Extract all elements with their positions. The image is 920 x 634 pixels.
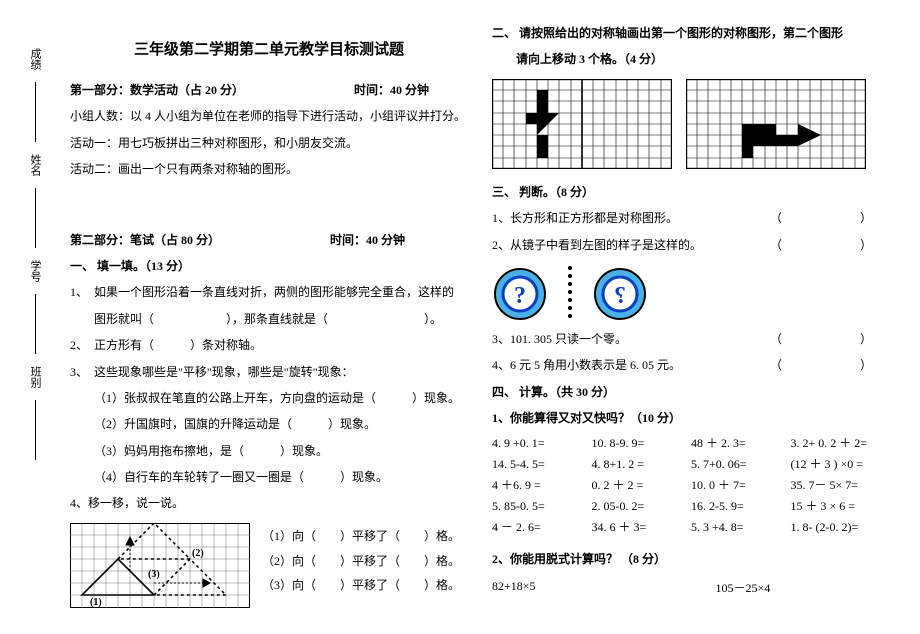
spacer xyxy=(70,183,468,205)
calc-col: 48 ＋ 2. 3= 5. 7+0. 06= 10. 0 ＋ 7= 16. 2-… xyxy=(691,432,791,540)
exam-page: 成绩 姓名 学号 班别 三年级第二学期第二单元教学目标测试题 第一部分：数学活动… xyxy=(0,0,920,634)
q1a: 1、 如果一个图形沿着一条直线对折，两侧的图形能够完全重合，这样的 xyxy=(70,282,468,302)
calc-cell: 5. 85-0. 5= xyxy=(492,497,592,516)
calc2-row: 82+18×5 105－25×4 xyxy=(492,579,890,596)
section1-head: 一、 填一填。（13 分） xyxy=(70,256,468,276)
question-mark-circle-left: ? xyxy=(492,266,548,322)
calc1-head: 1、你能算得又对又快吗？（10 分） xyxy=(492,408,890,428)
calc-cell: 15 ＋ 3 × 6 = xyxy=(791,497,891,516)
spine-label: 姓名 xyxy=(27,154,43,176)
q3-sub: （1）张叔叔在笔直的公路上开车，方向盘的运动是（ ）现象。 xyxy=(70,388,468,408)
calc-cell: 4 － 2. 6= xyxy=(492,518,592,537)
calc-cell: 35. 7－ 5× 7= xyxy=(791,476,891,495)
symmetry-grid-1 xyxy=(492,79,672,169)
calc-cell: 5. 3 +4. 8= xyxy=(691,518,791,537)
q3-sub: （3）妈妈用拖布擦地，是（ ）现象。 xyxy=(70,441,468,461)
calc-col: 10. 8-9. 9= 4. 8+1. 2 = 0. 2 ＋ 2 = 2. 05… xyxy=(592,432,692,540)
judge-text: 2、从镜子中看到左图的样子是这样的。 xyxy=(492,235,702,255)
judge-blank: （ ） xyxy=(770,208,890,228)
calc-cell: 2. 05-0. 2= xyxy=(592,497,692,516)
calc2-expr: 105－25×4 xyxy=(716,579,771,596)
content-columns: 三年级第二学期第二单元教学目标测试题 第一部分：数学活动（占 20 分） 时间：… xyxy=(70,0,920,634)
spine-line xyxy=(35,82,36,142)
spine-line xyxy=(35,294,36,354)
judge-blank: （ ） xyxy=(770,329,890,349)
svg-text:(2): (2) xyxy=(192,548,204,559)
spacer xyxy=(70,205,468,227)
mirror-line-icon xyxy=(566,264,574,324)
judge-blank: （ ） xyxy=(770,235,890,255)
q4-answers: （1）向（ ）平移了（ ）格。 （2）向（ ）平移了（ ）格。 （3）向（ ）平… xyxy=(262,523,460,599)
calc-cell: 14. 5-4. 5= xyxy=(492,455,592,474)
section3-head: 三、 判断。（8 分） xyxy=(492,182,890,202)
calc2-expr: 82+18×5 xyxy=(492,579,536,596)
q4: 4、移一移，说一说。 xyxy=(70,493,468,513)
calc-col: 4. 9 +0. 1= 14. 5-4. 5= 4 ＋6. 9 = 5. 85-… xyxy=(492,432,592,540)
right-column: 二、 请按照给出的对称轴画出第一个图形的对称图形，第二个图形 请向上移动 3 个… xyxy=(492,20,890,614)
part2-time: 时间：40 分钟 xyxy=(330,230,405,250)
q4-line: （2）向（ ）平移了（ ）格。 xyxy=(262,550,460,573)
calc-cell: 4. 9 +0. 1= xyxy=(492,434,592,453)
judge-blank: （ ） xyxy=(770,355,890,375)
spine-line xyxy=(35,400,36,460)
svg-text:(1): (1) xyxy=(90,597,102,608)
binding-spine: 成绩 姓名 学号 班别 xyxy=(0,0,70,634)
calc-col: 3. 2+ 0. 2 ＋ 2= (12 ＋ 3 ) ×0 = 35. 7－ 5×… xyxy=(791,432,891,540)
part1-header: 第一部分：数学活动（占 20 分） 时间：40 分钟 xyxy=(70,80,468,100)
left-column: 三年级第二学期第二单元教学目标测试题 第一部分：数学活动（占 20 分） 时间：… xyxy=(70,20,468,614)
svg-text:?: ? xyxy=(514,283,526,309)
q2: 2、 正方形有（ ）条对称轴。 xyxy=(70,335,468,355)
calc-cell: 3. 2+ 0. 2 ＋ 2= xyxy=(791,434,891,453)
judge-text: 1、长方形和正方形都是对称图形。 xyxy=(492,208,678,228)
part1-time: 时间：40 分钟 xyxy=(354,80,429,100)
section4-head: 四、 计算。（共 30 分） xyxy=(492,382,890,402)
q1b: 图形就叫（ ），那条直线就是（ ）。 xyxy=(70,309,468,329)
q4-line: （1）向（ ）平移了（ ）格。 xyxy=(262,525,460,548)
calc2-head: 2、你能用脱式计算吗？ （8 分） xyxy=(492,549,890,569)
translation-grid-figure: (1) (2) (3) xyxy=(70,523,250,608)
calc-cell: 48 ＋ 2. 3= xyxy=(691,434,791,453)
calc-cell: 34. 6 ＋ 3= xyxy=(592,518,692,537)
part1-line: 活动一：用七巧板拼出三种对称图形，和小朋友交流。 xyxy=(70,133,468,153)
svg-text:(3): (3) xyxy=(148,569,160,580)
q3-sub: （2）升国旗时，国旗的升降运动是（ ）现象。 xyxy=(70,414,468,434)
calc-cell: 4 ＋6. 9 = xyxy=(492,476,592,495)
spine-line xyxy=(35,188,36,248)
spine-label: 班别 xyxy=(27,366,43,388)
section2-head-b: 请向上移动 3 个格。（4 分） xyxy=(492,49,890,69)
judge-3: 3、101. 305 只读一个零。 （ ） xyxy=(492,329,890,349)
svg-text:?: ? xyxy=(614,283,626,309)
question-mark-circle-right: ? xyxy=(592,266,648,322)
spine-label: 学号 xyxy=(27,260,43,282)
judge-text: 4、6 元 5 角用小数表示是 6. 05 元。 xyxy=(492,355,681,375)
judge-text: 3、101. 305 只读一个零。 xyxy=(492,329,627,349)
section2-head: 二、 请按照给出的对称轴画出第一个图形的对称图形，第二个图形 xyxy=(492,23,890,43)
calc-cell: 10. 0 ＋ 7= xyxy=(691,476,791,495)
part2-head: 第二部分：笔试（占 80 分） xyxy=(70,230,220,250)
judge-1: 1、长方形和正方形都是对称图形。 （ ） xyxy=(492,208,890,228)
translate-grid-2 xyxy=(686,79,866,169)
calc-cell: 5. 7+0. 06= xyxy=(691,455,791,474)
calc-cell: 0. 2 ＋ 2 = xyxy=(592,476,692,495)
symmetry-grids xyxy=(492,79,890,169)
spine-label: 成绩 xyxy=(27,48,43,70)
part1-line: 活动二：画出一个只有两条对称轴的图形。 xyxy=(70,159,468,179)
calc-cell: (12 ＋ 3 ) ×0 = xyxy=(791,455,891,474)
calc-cell: 16. 2-5. 9= xyxy=(691,497,791,516)
judge-4: 4、6 元 5 角用小数表示是 6. 05 元。 （ ） xyxy=(492,355,890,375)
q4-figure-row: (1) (2) (3) （1）向（ ）平移了（ ）格。 （2）向（ ）平移了（ … xyxy=(70,523,468,608)
part1-line: 小组人数：以 4 人小组为单位在老师的指导下进行活动，小组评议并打分。 xyxy=(70,106,468,126)
calc-cell: 4. 8+1. 2 = xyxy=(592,455,692,474)
part2-header: 第二部分：笔试（占 80 分） 时间：40 分钟 xyxy=(70,230,468,250)
calc-grid: 4. 9 +0. 1= 14. 5-4. 5= 4 ＋6. 9 = 5. 85-… xyxy=(492,432,890,540)
judge-2: 2、从镜子中看到左图的样子是这样的。 （ ） xyxy=(492,235,890,255)
calc-cell: 10. 8-9. 9= xyxy=(592,434,692,453)
q3-sub: （4）自行车的车轮转了一圈又一圈是（ ）现象。 xyxy=(70,467,468,487)
part1-head: 第一部分：数学活动（占 20 分） xyxy=(70,80,244,100)
q4-line: （3）向（ ）平移了（ ）格。 xyxy=(262,574,460,597)
exam-title: 三年级第二学期第二单元教学目标测试题 xyxy=(70,38,468,59)
mirror-figures: ? ? xyxy=(492,264,890,324)
q3: 3、 这些现象哪些是"平移"现象，哪些是"旋转"现象： xyxy=(70,362,468,382)
calc-cell: 1. 8- (2-0. 2)= xyxy=(791,518,891,537)
